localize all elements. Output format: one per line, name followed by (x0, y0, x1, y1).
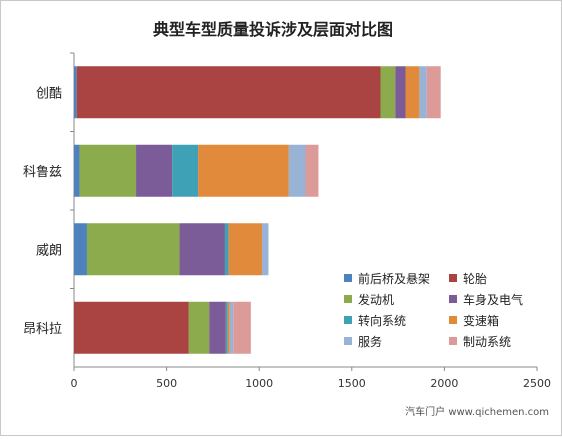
bar-segment (426, 66, 441, 119)
legend-swatch (344, 295, 352, 303)
bar-segment (228, 223, 262, 276)
bar-segment (74, 223, 87, 276)
legend-label: 服务 (358, 334, 382, 349)
bar-segment (225, 301, 228, 354)
bar-segment (188, 301, 210, 354)
bar-segment (305, 144, 319, 197)
bar-segment (395, 66, 406, 119)
bar-segment (261, 223, 269, 276)
bar-segment (380, 66, 396, 119)
legend-swatch (344, 337, 352, 345)
legend-label: 发动机 (358, 292, 394, 307)
x-tick-label: 0 (71, 377, 78, 390)
legend-label: 变速箱 (463, 313, 499, 328)
legend-label: 制动系统 (463, 335, 511, 349)
category-label: 创酷 (36, 86, 62, 101)
legend-swatch (344, 274, 352, 282)
bar-segment (179, 223, 225, 276)
bar-segment (74, 144, 80, 197)
legend-swatch (449, 337, 457, 345)
legend-label: 轮胎 (463, 272, 487, 286)
category-label: 科鲁兹 (23, 165, 62, 180)
bar-segment (74, 301, 189, 354)
bar-segment (76, 66, 381, 119)
legend-swatch (449, 295, 457, 303)
bar-segment (405, 66, 420, 119)
x-tick-label: 1500 (338, 377, 366, 390)
legend-swatch (449, 274, 457, 282)
x-tick-label: 2500 (523, 377, 551, 390)
bar-segment (233, 301, 251, 354)
bar-segment (288, 144, 306, 197)
bar-segment (136, 144, 173, 197)
bar-segment (74, 66, 77, 119)
category-label: 昂科拉 (23, 322, 62, 337)
legend-swatch (449, 316, 457, 324)
x-tick-label: 500 (156, 377, 177, 390)
bar-segment (227, 301, 230, 354)
category-label: 威朗 (36, 243, 62, 258)
bar-segment (172, 144, 199, 197)
chart-title: 典型车型质量投诉涉及层面对比图 (153, 20, 393, 39)
legend-label: 车身及电气 (463, 292, 523, 307)
bar-segment (86, 223, 180, 276)
watermark: 汽车门户 www.qichemen.com (405, 405, 549, 418)
bar-segment (209, 301, 226, 354)
x-tick-label: 2000 (430, 377, 458, 390)
legend-label: 转向系统 (358, 313, 406, 328)
legend-swatch (344, 316, 352, 324)
bar-segment (198, 144, 289, 197)
bar-segment (419, 66, 427, 119)
x-tick-label: 1000 (245, 377, 273, 390)
bar-segment (224, 223, 229, 276)
legend-label: 前后桥及悬架 (358, 271, 430, 286)
bar-segment (229, 301, 234, 354)
bar-segment (79, 144, 137, 197)
